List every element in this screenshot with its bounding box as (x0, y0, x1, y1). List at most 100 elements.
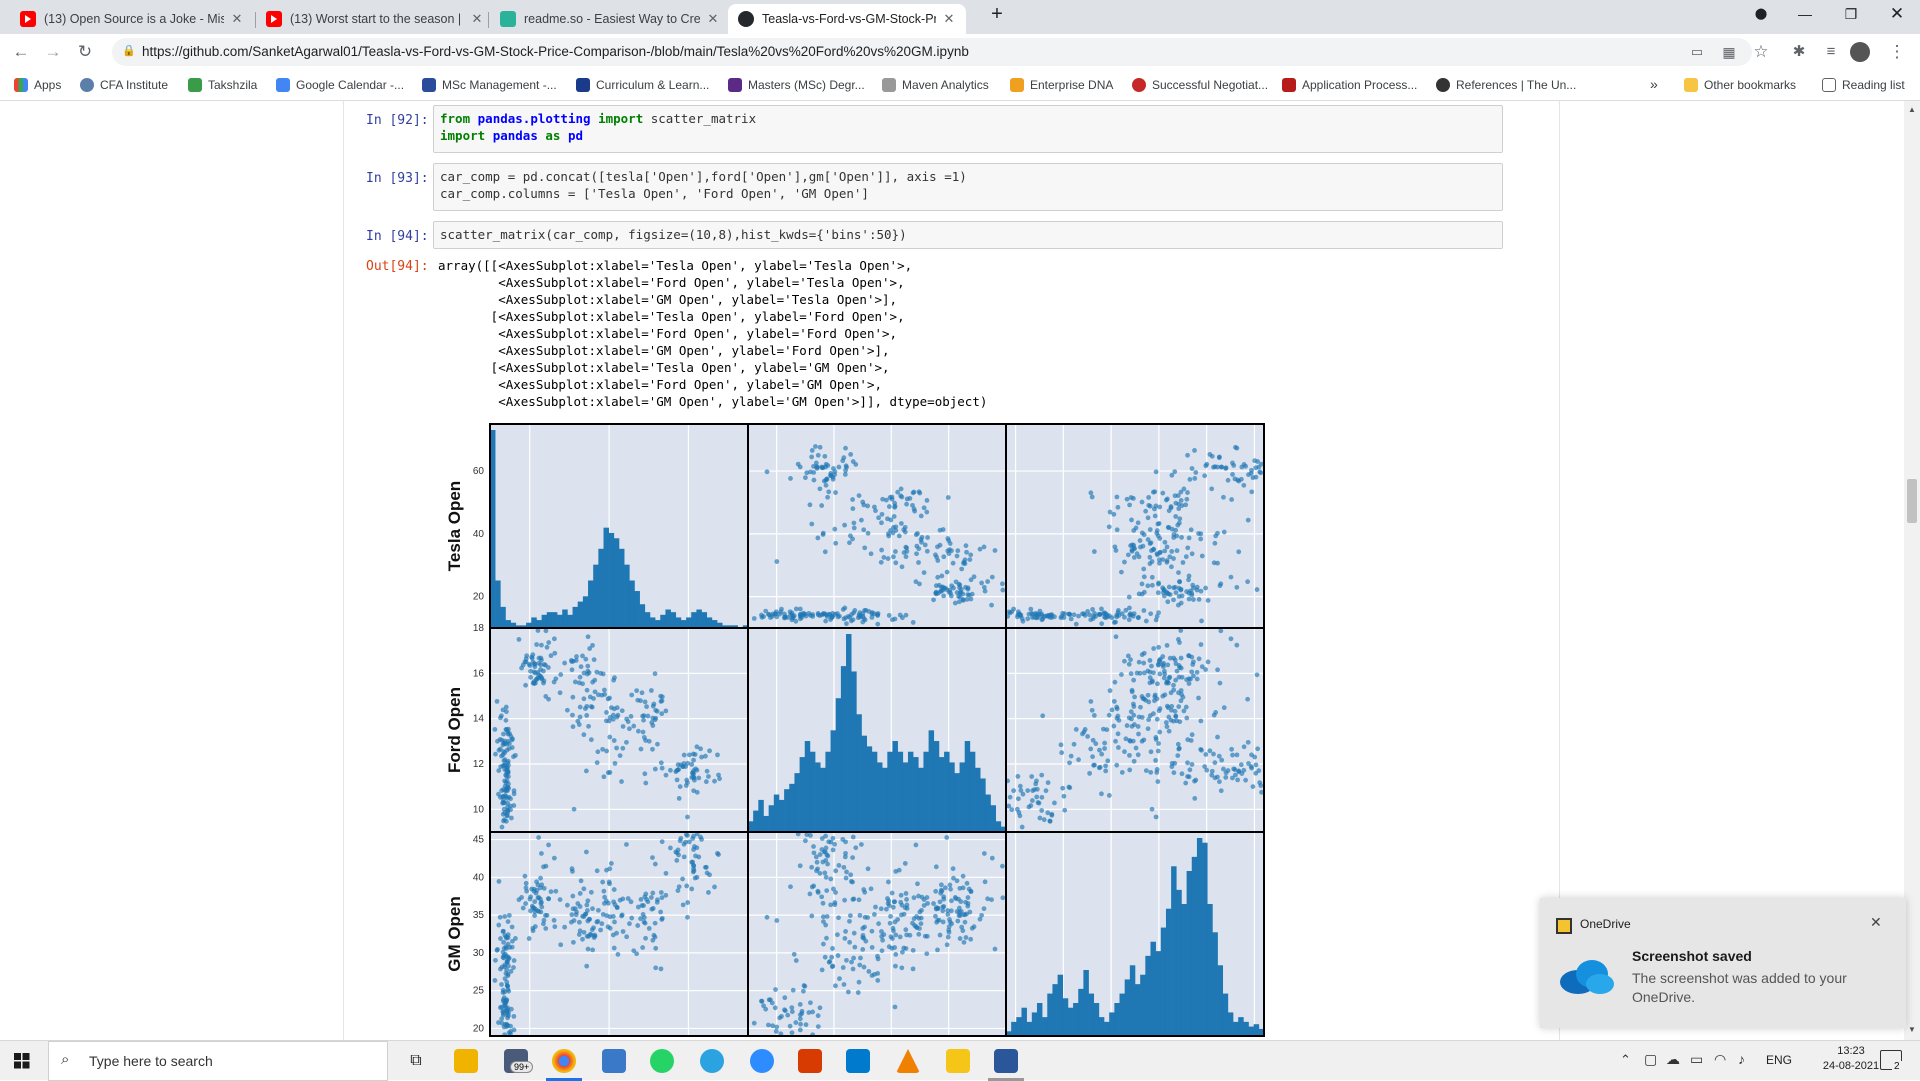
scatter-point (823, 833, 828, 839)
bookmark-star-icon[interactable]: ☆ (1753, 42, 1769, 61)
battery-icon[interactable]: ▭ (1690, 1051, 1704, 1067)
office-icon[interactable] (798, 1049, 822, 1073)
file-explorer-icon[interactable] (454, 1049, 478, 1073)
browser-menu-icon[interactable]: ⋮ (1888, 42, 1906, 61)
meet-now-icon[interactable]: ▢ (1644, 1051, 1658, 1067)
scatter-point (595, 918, 601, 924)
histogram-bar (1238, 1017, 1244, 1036)
bookmark-cfa-institute[interactable]: CFA Institute (80, 78, 168, 92)
reload-icon[interactable]: ↻ (77, 42, 93, 61)
bookmark-application-process[interactable]: Application Process... (1282, 78, 1417, 92)
address-bar[interactable]: 🔒 https://github.com/SanketAgarwal01/Tea… (112, 38, 1752, 66)
code-cell-94[interactable]: scatter_matrix(car_comp, figsize=(10,8),… (433, 221, 1503, 249)
language-indicator[interactable]: ENG (1766, 1053, 1793, 1067)
scatter-point (1185, 452, 1190, 458)
scatter-point (1154, 767, 1160, 772)
scatter-point (798, 1021, 803, 1027)
scatter-point (570, 893, 576, 899)
tab-search-icon[interactable]: ⬤ (1754, 8, 1768, 20)
scatter-point (527, 663, 533, 668)
cast-icon[interactable]: ▭ (1690, 44, 1704, 59)
back-arrow-icon[interactable]: ← (12, 42, 30, 61)
bookmark-msc-management[interactable]: MSc Management -... (422, 78, 557, 92)
scatter-point (1129, 689, 1135, 695)
bookmark-curriculum[interactable]: Curriculum & Learn... (576, 78, 709, 92)
scatter-point (536, 835, 542, 840)
scatter-point (933, 913, 938, 919)
github-icon (738, 11, 754, 27)
scatter-point (650, 746, 655, 752)
bookmark-successful-negotiation[interactable]: Successful Negotiat... (1132, 78, 1268, 92)
task-view-icon[interactable]: ⧉ (410, 1052, 422, 1069)
clock[interactable]: 13:23 24-08-2021 (1816, 1045, 1886, 1072)
cloud-tray-icon[interactable]: ☁ (1666, 1051, 1680, 1067)
bookmark-maven-analytics[interactable]: Maven Analytics (882, 78, 989, 92)
forward-arrow-icon[interactable]: → (44, 42, 62, 61)
profile-avatar[interactable] (1850, 42, 1870, 62)
close-tab-icon[interactable]: ✕ (231, 11, 243, 26)
toast-close-button[interactable]: ✕ (1870, 914, 1882, 930)
minimize-button[interactable]: — (1798, 6, 1812, 22)
bookmark-google-calendar[interactable]: Google Calendar -... (276, 78, 404, 92)
tab-youtube-worst-start[interactable]: (13) Worst start to the season | D ✕ (256, 4, 494, 34)
show-hidden-icons[interactable]: ⌃ (1620, 1052, 1631, 1067)
bookmarks-overflow-button[interactable]: » (1650, 76, 1658, 92)
scatter-point (964, 911, 969, 917)
scatter-point (529, 886, 535, 892)
reading-list-button[interactable]: Reading list (1822, 78, 1905, 92)
tab-github-notebook[interactable]: Teasla-vs-Ford-vs-GM-Stock-Pric ✕ (728, 4, 966, 34)
zoom-icon[interactable] (750, 1049, 774, 1073)
scatter-point (819, 894, 825, 900)
code-cell-93[interactable]: car_comp = pd.concat([tesla['Open'],ford… (433, 163, 1503, 211)
qr-code-icon[interactable]: ▦ (1722, 44, 1736, 60)
page-scrollbar[interactable]: ▲ ▼ (1904, 101, 1920, 1040)
other-bookmarks-folder[interactable]: Other bookmarks (1684, 78, 1796, 92)
whatsapp-icon[interactable] (650, 1049, 674, 1073)
bookmark-takshzila[interactable]: Takshzila (188, 78, 257, 92)
windows-start-icon[interactable] (14, 1053, 30, 1069)
chrome-icon[interactable] (552, 1049, 576, 1073)
extensions-icon[interactable]: ✱ (1792, 43, 1806, 60)
tab-readme-so[interactable]: readme.so - Easiest Way to Creat ✕ (490, 4, 730, 34)
scrollbar-thumb[interactable] (1907, 479, 1917, 523)
scatter-point (577, 714, 583, 720)
wifi-icon[interactable]: ◠ (1714, 1051, 1727, 1067)
bookmark-enterprise-dna[interactable]: Enterprise DNA (1010, 78, 1113, 92)
vscode-icon[interactable] (846, 1049, 870, 1073)
restore-button[interactable]: ❐ (1844, 6, 1858, 22)
word-icon[interactable] (994, 1049, 1018, 1073)
sticky-notes-icon[interactable] (946, 1049, 970, 1073)
url-text: https://github.com/SanketAgarwal01/Teasl… (142, 44, 969, 59)
code-cell-92[interactable]: from pandas.plotting import scatter_matr… (433, 105, 1503, 153)
taskbar-search-box[interactable]: ⌕ Type here to search (48, 1041, 388, 1081)
scroll-down-icon[interactable]: ▼ (1908, 1025, 1916, 1034)
scatter-point (810, 614, 816, 619)
action-center-icon[interactable] (1880, 1050, 1902, 1070)
scatter-point (981, 584, 987, 590)
scatter-point (1068, 753, 1074, 759)
onedrive-notification[interactable]: OneDrive ✕ Screenshot saved The screensh… (1540, 898, 1906, 1028)
telegram-icon[interactable] (700, 1049, 724, 1073)
tab-youtube-open-source[interactable]: (13) Open Source is a Joke - Mis ✕ (10, 4, 254, 34)
scatter-point (1152, 513, 1158, 519)
scroll-up-icon[interactable]: ▲ (1908, 105, 1916, 114)
bookmark-masters-degree[interactable]: Masters (MSc) Degr... (728, 78, 865, 92)
new-tab-button[interactable]: + (991, 3, 1003, 25)
scatter-point (583, 768, 589, 774)
scatter-point (950, 560, 956, 566)
close-window-button[interactable]: ✕ (1889, 4, 1905, 23)
close-tab-icon[interactable]: ✕ (943, 11, 955, 26)
scatter-point (543, 926, 549, 931)
close-tab-icon[interactable]: ✕ (707, 11, 719, 26)
scatter-point (1122, 614, 1127, 620)
store-icon[interactable] (602, 1049, 626, 1073)
scatter-point (778, 609, 784, 615)
reading-mode-icon[interactable]: ≡ (1826, 43, 1836, 60)
vlc-icon[interactable] (896, 1049, 920, 1073)
bookmark-references[interactable]: References | The Un... (1436, 78, 1576, 92)
bookmark-apps[interactable]: Apps (14, 78, 61, 92)
volume-icon[interactable]: ♪ (1738, 1051, 1745, 1067)
histogram-bar (990, 805, 996, 832)
scatter-point (833, 890, 838, 895)
close-tab-icon[interactable]: ✕ (471, 11, 483, 26)
